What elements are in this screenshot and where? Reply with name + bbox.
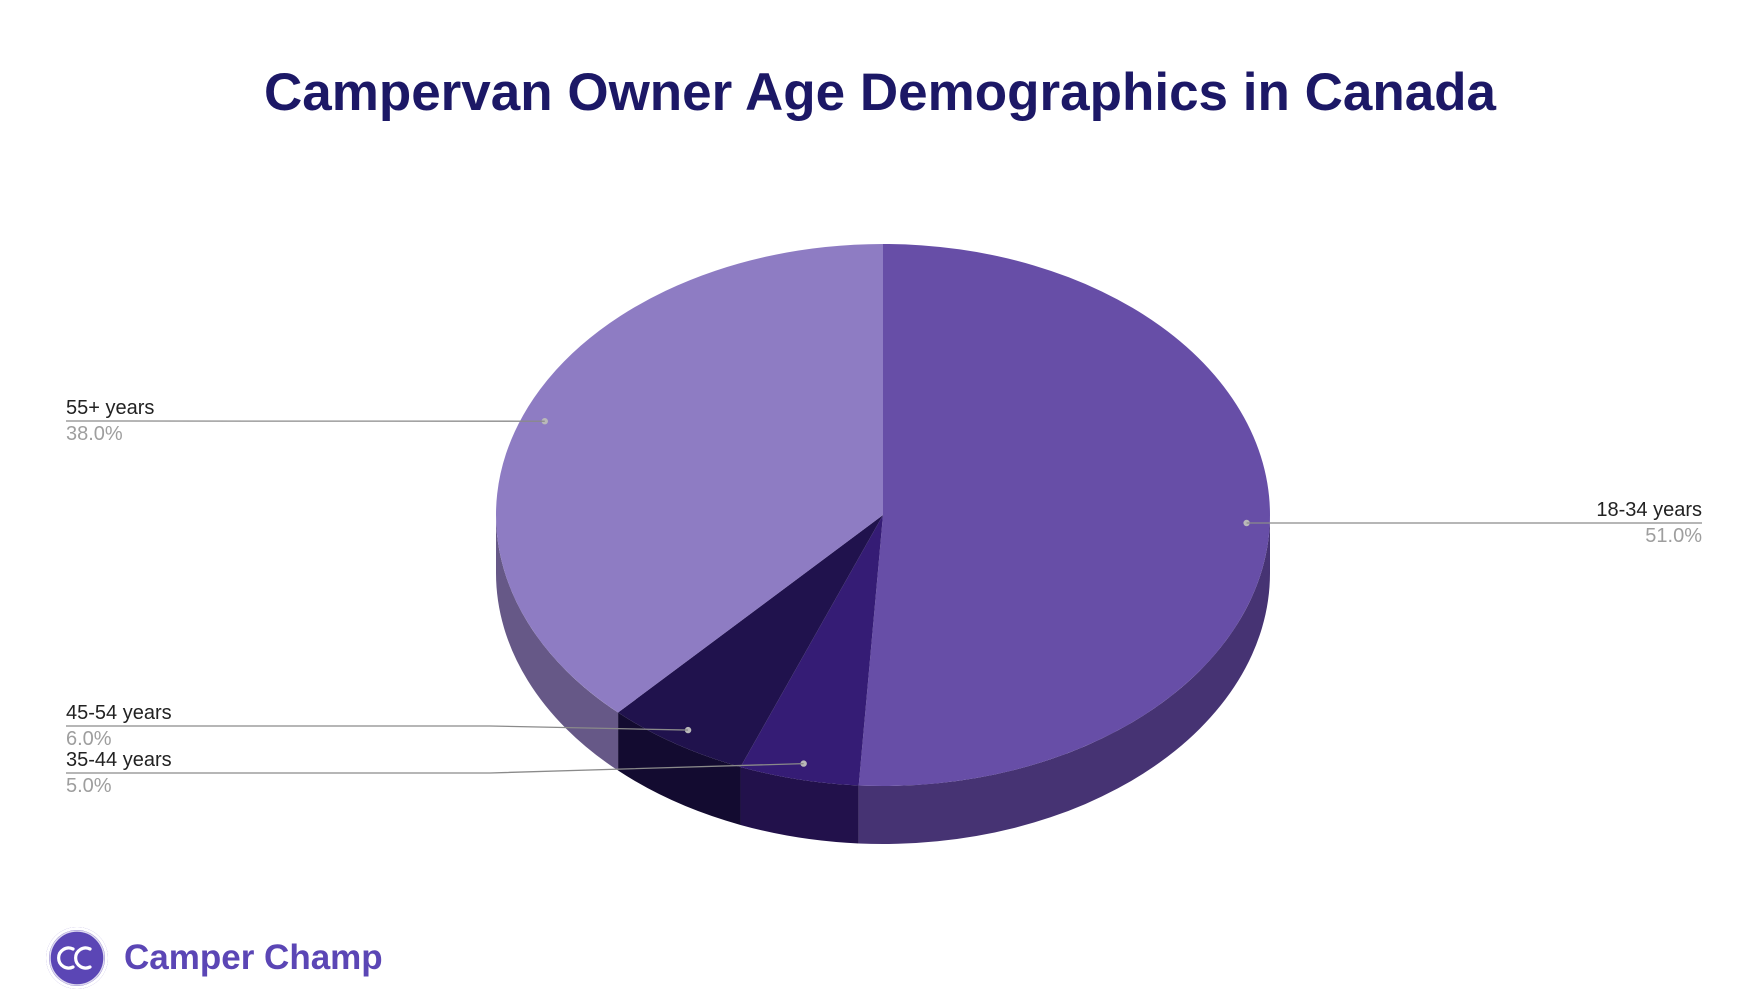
slice-label-35-44-years: 35-44 years [66,749,172,771]
slice-value-35-44-years: 5.0% [66,775,112,797]
slice-side-35-44-years [740,766,859,844]
camper-champ-logo-icon [46,927,108,989]
leader-lines [65,418,1703,774]
pie-sides [496,515,1270,844]
slice-55-years [496,243,883,713]
chart-title: Campervan Owner Age Demographics in Cana… [263,63,1497,122]
brand-name: Camper Champ [124,938,383,977]
leader-line-45-54-years [66,725,689,731]
slice-side-18-34-years [858,515,1270,844]
slice-side-55-years [496,515,619,771]
slice-label-55-years: 55+ years [66,397,154,419]
leader-line-35-44-years [66,762,804,774]
brand: Camper Champ [46,925,383,991]
slice-labels: 18-34 years 51.0% 35-44 years 5.0% 45-54 yea… [66,397,1702,797]
slice-value-45-54-years: 6.0% [66,728,112,750]
slice-35-44-years [740,515,883,786]
slice-side-45-54-years [618,712,741,825]
slice-18-34-years [858,244,1270,786]
slice-value-55-years: 38.0% [66,423,123,445]
slice-value-18-34-years: 51.0% [1645,525,1702,547]
pie-slices [496,243,1270,786]
slice-45-54-years [618,515,883,767]
slice-label-18-34-years: 18-34 years [1596,499,1702,521]
slice-label-45-54-years: 45-54 years [66,702,172,724]
